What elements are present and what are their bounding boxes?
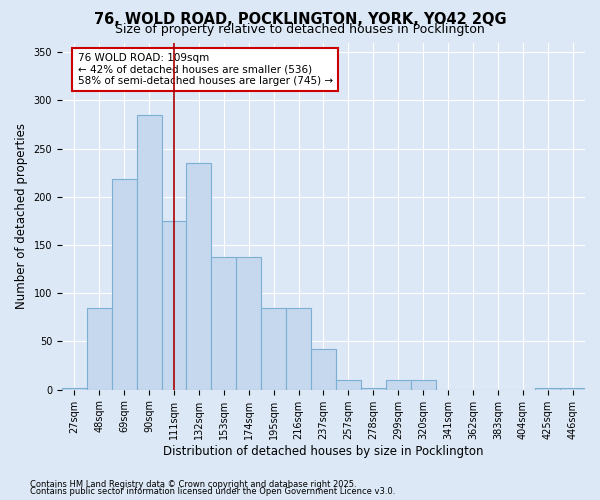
Bar bbox=[560, 388, 585, 390]
Text: Contains public sector information licensed under the Open Government Licence v3: Contains public sector information licen… bbox=[30, 487, 395, 496]
Text: Size of property relative to detached houses in Pocklington: Size of property relative to detached ho… bbox=[115, 22, 485, 36]
Bar bbox=[161, 221, 187, 390]
Bar bbox=[112, 180, 137, 390]
Bar bbox=[336, 380, 361, 390]
Bar bbox=[386, 380, 410, 390]
Bar bbox=[62, 388, 87, 390]
Bar bbox=[211, 256, 236, 390]
Bar bbox=[187, 163, 211, 390]
Text: Contains HM Land Registry data © Crown copyright and database right 2025.: Contains HM Land Registry data © Crown c… bbox=[30, 480, 356, 489]
Bar bbox=[261, 308, 286, 390]
Text: 76 WOLD ROAD: 109sqm
← 42% of detached houses are smaller (536)
58% of semi-deta: 76 WOLD ROAD: 109sqm ← 42% of detached h… bbox=[77, 53, 333, 86]
Text: 76, WOLD ROAD, POCKLINGTON, YORK, YO42 2QG: 76, WOLD ROAD, POCKLINGTON, YORK, YO42 2… bbox=[94, 12, 506, 28]
Bar bbox=[236, 256, 261, 390]
Bar bbox=[286, 308, 311, 390]
Bar bbox=[410, 380, 436, 390]
Y-axis label: Number of detached properties: Number of detached properties bbox=[15, 123, 28, 309]
Bar bbox=[535, 388, 560, 390]
Bar bbox=[87, 308, 112, 390]
Bar bbox=[361, 388, 386, 390]
Bar bbox=[311, 349, 336, 390]
X-axis label: Distribution of detached houses by size in Pocklington: Distribution of detached houses by size … bbox=[163, 444, 484, 458]
Bar bbox=[137, 115, 161, 390]
